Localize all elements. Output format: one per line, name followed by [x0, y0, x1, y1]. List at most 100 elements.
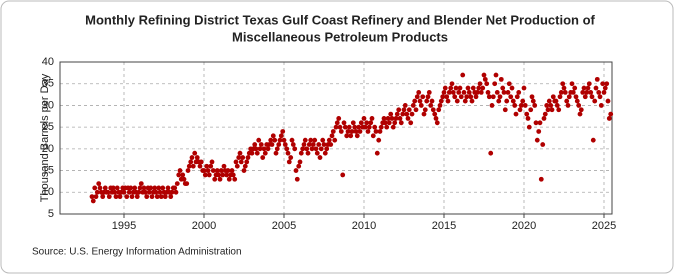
point — [276, 142, 282, 147]
point — [393, 116, 399, 121]
point — [392, 120, 398, 126]
point — [525, 116, 531, 121]
point — [168, 194, 174, 200]
y-tick-label: 30 — [42, 99, 54, 111]
point — [317, 155, 323, 160]
point — [90, 198, 96, 204]
point — [149, 194, 155, 200]
point — [121, 189, 127, 195]
point — [348, 133, 354, 139]
point — [117, 194, 123, 200]
point — [329, 133, 335, 139]
point — [500, 85, 506, 91]
point — [514, 94, 520, 100]
point — [378, 124, 384, 130]
point — [598, 103, 604, 108]
point — [357, 129, 363, 134]
point — [376, 137, 382, 143]
point — [446, 90, 452, 95]
point — [601, 90, 607, 95]
point — [322, 150, 328, 156]
point — [452, 94, 458, 100]
point — [326, 137, 332, 143]
point — [438, 98, 444, 104]
point — [142, 189, 148, 195]
point — [377, 129, 383, 134]
point — [572, 85, 578, 91]
x-tick-label: 2020 — [512, 220, 536, 232]
point — [504, 98, 510, 104]
point — [268, 137, 274, 143]
point — [602, 85, 608, 91]
point — [593, 85, 599, 91]
point — [516, 90, 522, 95]
point — [426, 90, 432, 95]
point — [584, 90, 590, 95]
point — [324, 146, 330, 152]
point — [190, 163, 196, 169]
point — [310, 142, 316, 147]
point — [440, 94, 446, 100]
point — [417, 98, 423, 104]
point — [537, 120, 543, 126]
point — [544, 103, 550, 108]
point — [497, 94, 503, 100]
point — [429, 98, 435, 104]
point — [448, 85, 454, 91]
point — [382, 120, 388, 126]
point — [349, 129, 355, 134]
point — [466, 90, 472, 95]
point — [229, 168, 235, 173]
point — [218, 168, 224, 173]
point — [492, 81, 498, 87]
point — [241, 168, 247, 173]
point — [306, 142, 312, 147]
point — [312, 137, 318, 143]
point — [138, 181, 144, 187]
point — [596, 90, 602, 95]
point — [358, 120, 364, 126]
point — [374, 150, 380, 156]
point — [212, 176, 218, 182]
x-tick-label: 2010 — [352, 220, 376, 232]
y-tick-label: 40 — [42, 56, 54, 68]
point — [290, 142, 296, 147]
point — [445, 98, 451, 104]
point — [477, 81, 483, 87]
point — [126, 189, 132, 195]
point — [189, 155, 195, 160]
point — [289, 137, 295, 143]
point — [545, 107, 551, 113]
point — [574, 98, 580, 104]
point — [162, 194, 168, 200]
point — [366, 124, 372, 130]
point — [92, 185, 98, 191]
point — [436, 107, 442, 113]
point — [590, 137, 596, 143]
point — [258, 142, 264, 147]
point — [400, 111, 406, 117]
point — [345, 129, 351, 134]
point — [576, 103, 582, 108]
point — [444, 94, 450, 100]
point — [361, 116, 367, 121]
point — [434, 120, 440, 126]
point — [533, 120, 539, 126]
point — [488, 150, 494, 156]
point — [561, 85, 567, 91]
point — [314, 150, 320, 156]
point — [273, 150, 279, 156]
point — [128, 185, 134, 191]
point — [498, 76, 504, 82]
point — [286, 159, 292, 165]
point — [592, 98, 598, 104]
point — [362, 124, 368, 130]
point — [468, 94, 474, 100]
point — [298, 150, 304, 156]
point — [188, 159, 194, 165]
point — [305, 150, 311, 156]
point — [297, 159, 303, 165]
point — [221, 163, 227, 169]
point — [368, 120, 374, 126]
